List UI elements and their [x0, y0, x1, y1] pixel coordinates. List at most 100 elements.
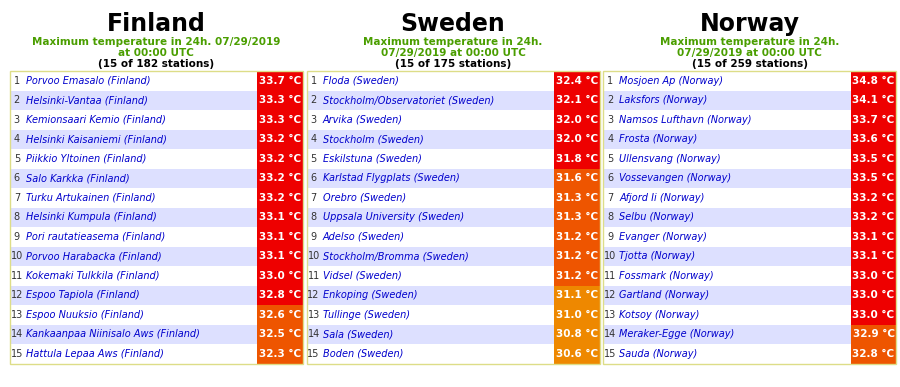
Text: Uppsala University (Sweden): Uppsala University (Sweden) [322, 212, 464, 222]
Text: 3: 3 [608, 115, 614, 125]
Text: 33.1 °C: 33.1 °C [259, 212, 301, 222]
Bar [10, 130, 257, 149]
Text: 8: 8 [310, 212, 317, 222]
Text: 31.2 °C: 31.2 °C [555, 271, 598, 281]
Text: 32.5 °C: 32.5 °C [259, 329, 301, 339]
Text: Adelso (Sweden): Adelso (Sweden) [322, 232, 404, 242]
Text: Sala (Sweden): Sala (Sweden) [322, 329, 392, 339]
Text: 4: 4 [14, 134, 20, 144]
Text: 32.8 °C: 32.8 °C [259, 290, 301, 300]
Bar [10, 91, 257, 110]
Text: 13: 13 [11, 310, 23, 320]
Text: 07/29/2019 at 00:00 UTC: 07/29/2019 at 00:00 UTC [381, 48, 526, 58]
Bar [850, 305, 896, 325]
Bar [850, 188, 896, 207]
Bar [307, 207, 554, 227]
Bar [554, 188, 599, 207]
Bar [257, 344, 302, 363]
Text: 3: 3 [14, 115, 20, 125]
Bar [554, 71, 599, 91]
Text: 7: 7 [608, 193, 614, 203]
Text: 14: 14 [604, 329, 617, 339]
Text: 33.0 °C: 33.0 °C [852, 271, 895, 281]
Text: 7: 7 [14, 193, 20, 203]
Bar [554, 305, 599, 325]
Bar [257, 207, 302, 227]
Bar [554, 130, 599, 149]
Bar [604, 344, 850, 363]
Bar [604, 325, 850, 344]
Bar [604, 247, 850, 266]
Text: Sweden: Sweden [400, 12, 506, 36]
Bar [257, 149, 302, 168]
Bar [850, 247, 896, 266]
Text: Turku Artukainen (Finland): Turku Artukainen (Finland) [26, 193, 155, 203]
Bar [604, 110, 850, 130]
Text: Espoo Tapiola (Finland): Espoo Tapiola (Finland) [26, 290, 140, 300]
Text: 33.3 °C: 33.3 °C [259, 95, 301, 105]
Text: 32.6 °C: 32.6 °C [259, 310, 301, 320]
Text: 11: 11 [308, 271, 320, 281]
Text: 2: 2 [608, 95, 614, 105]
Bar [10, 286, 257, 305]
Text: Floda (Sweden): Floda (Sweden) [322, 76, 399, 86]
Bar [604, 130, 850, 149]
Text: Porvoo Emasalo (Finland): Porvoo Emasalo (Finland) [26, 76, 150, 86]
Text: 15: 15 [604, 349, 617, 359]
Text: 31.3 °C: 31.3 °C [555, 193, 598, 203]
Text: 13: 13 [308, 310, 320, 320]
Bar [604, 168, 850, 188]
Text: 12: 12 [11, 290, 23, 300]
Text: 9: 9 [310, 232, 317, 242]
Bar [257, 168, 302, 188]
Text: 6: 6 [310, 173, 317, 183]
Text: 14: 14 [11, 329, 23, 339]
Text: Maximum temperature in 24h.: Maximum temperature in 24h. [364, 37, 543, 47]
Text: Eskilstuna (Sweden): Eskilstuna (Sweden) [322, 154, 421, 164]
Bar [307, 286, 554, 305]
Bar [604, 266, 850, 286]
Text: 31.8 °C: 31.8 °C [555, 154, 598, 164]
Bar [257, 130, 302, 149]
Text: 12: 12 [308, 290, 320, 300]
Bar [257, 227, 302, 247]
Text: 10: 10 [604, 251, 617, 261]
Text: 2: 2 [14, 95, 20, 105]
Text: 5: 5 [310, 154, 317, 164]
Bar [850, 344, 896, 363]
Bar [10, 110, 257, 130]
Bar [10, 149, 257, 168]
Bar [604, 91, 850, 110]
Text: 5: 5 [14, 154, 20, 164]
Text: Maximum temperature in 24h.: Maximum temperature in 24h. [661, 37, 840, 47]
Text: Kankaanpaa Niinisalo Aws (Finland): Kankaanpaa Niinisalo Aws (Finland) [26, 329, 200, 339]
Bar [10, 71, 302, 363]
Text: 33.7 °C: 33.7 °C [852, 115, 895, 125]
Bar [850, 71, 896, 91]
Text: 33.1 °C: 33.1 °C [259, 232, 301, 242]
Text: 8: 8 [608, 212, 614, 222]
Bar [307, 71, 599, 363]
Bar [307, 227, 554, 247]
Bar [307, 344, 554, 363]
Bar [554, 247, 599, 266]
Bar [10, 344, 257, 363]
Bar [10, 247, 257, 266]
Bar [554, 110, 599, 130]
Bar [604, 149, 850, 168]
Text: Kokemaki Tulkkila (Finland): Kokemaki Tulkkila (Finland) [26, 271, 159, 281]
Text: Porvoo Harabacka (Finland): Porvoo Harabacka (Finland) [26, 251, 161, 261]
Text: 33.1 °C: 33.1 °C [852, 232, 895, 242]
Bar [850, 149, 896, 168]
Text: 15: 15 [11, 349, 23, 359]
Text: 30.8 °C: 30.8 °C [555, 329, 598, 339]
Bar [850, 286, 896, 305]
Text: 32.3 °C: 32.3 °C [259, 349, 301, 359]
Text: 7: 7 [310, 193, 317, 203]
Bar [257, 247, 302, 266]
Text: 33.2 °C: 33.2 °C [259, 154, 301, 164]
Text: Mosjoen Ap (Norway): Mosjoen Ap (Norway) [619, 76, 724, 86]
Bar [850, 168, 896, 188]
Text: Stockholm/Bromma (Sweden): Stockholm/Bromma (Sweden) [322, 251, 468, 261]
Bar [554, 168, 599, 188]
